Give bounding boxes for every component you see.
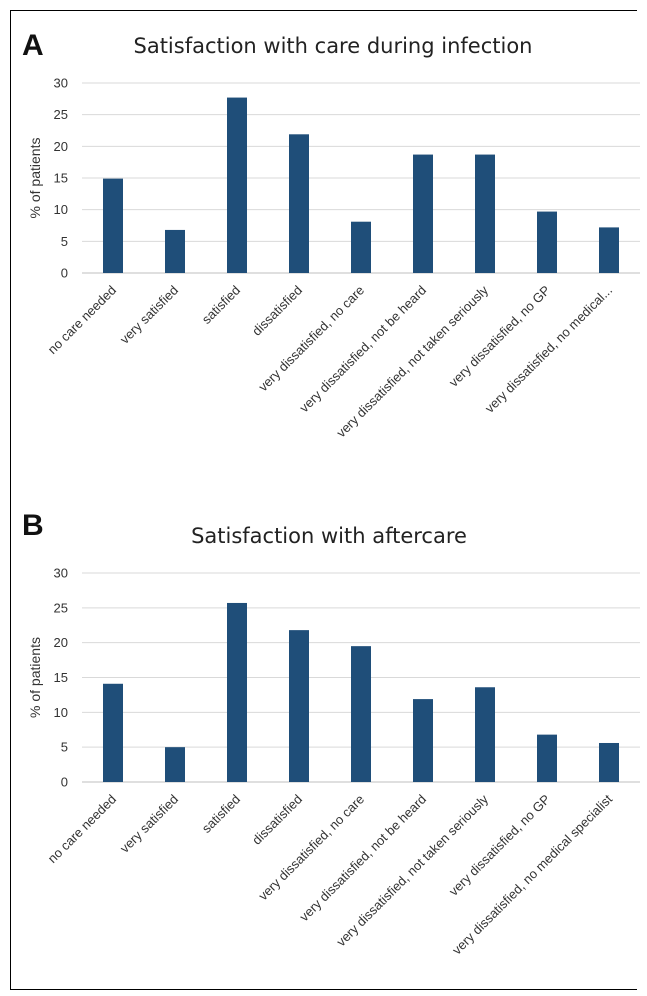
bar: [475, 687, 495, 782]
bar: [289, 134, 309, 273]
bar: [599, 742, 619, 782]
x-tick-label: no care needed: [45, 792, 120, 867]
panel-letter-a: A: [22, 29, 44, 62]
x-tick-label: very dissatisfied, no GP: [446, 792, 553, 899]
y-axis-label: % of patients: [27, 637, 43, 718]
x-tick-label: very dissatisfied, no care: [255, 283, 367, 395]
bar: [289, 630, 309, 782]
bar: [227, 97, 247, 273]
y-tick-label: 15: [54, 171, 68, 186]
y-tick-label: 25: [54, 107, 68, 122]
x-tick-label: very dissatisfied, not be heard: [296, 283, 429, 416]
x-tick-label: dissatisfied: [249, 792, 305, 848]
x-tick-label: very dissatisfied, no GP: [446, 283, 553, 390]
y-tick-label: 30: [54, 76, 68, 91]
x-tick-label: dissatisfied: [249, 283, 305, 339]
panel-letter-b: B: [22, 509, 44, 542]
y-tick-label: 20: [54, 635, 68, 650]
bar: [227, 602, 247, 782]
bar: [599, 227, 619, 273]
bar: [475, 154, 495, 273]
x-tick-label: no care needed: [45, 283, 120, 358]
x-tick-label: very dissatisfied, no care: [255, 792, 367, 904]
bar: [351, 646, 371, 782]
figure-frame: [10, 10, 637, 990]
y-tick-label: 0: [61, 266, 68, 281]
bar: [103, 683, 123, 782]
bar: [351, 221, 371, 273]
bar: [537, 211, 557, 273]
y-tick-label: 0: [61, 775, 68, 790]
bar: [103, 178, 123, 273]
y-tick-label: 5: [61, 740, 68, 755]
x-tick-label: satisfied: [199, 283, 243, 327]
y-tick-label: 5: [61, 234, 68, 249]
y-tick-label: 10: [54, 705, 68, 720]
y-tick-label: 30: [54, 566, 68, 581]
bar: [537, 734, 557, 782]
y-tick-label: 25: [54, 600, 68, 615]
y-tick-label: 10: [54, 202, 68, 217]
x-tick-label: very dissatisfied, not be heard: [296, 792, 429, 925]
x-tick-label: very dissatisfied, no medical...: [482, 283, 615, 416]
y-tick-label: 20: [54, 139, 68, 154]
chart-title: Satisfaction with aftercare: [191, 524, 467, 548]
y-tick-label: 15: [54, 670, 68, 685]
bar: [165, 229, 185, 273]
bar: [413, 699, 433, 782]
x-tick-label: very satisfied: [117, 792, 181, 856]
x-tick-label: very satisfied: [117, 283, 181, 347]
chart-title: Satisfaction with care during infection: [134, 34, 533, 58]
bar: [413, 154, 433, 273]
bar: [165, 747, 185, 782]
y-axis-label: % of patients: [27, 138, 43, 219]
x-tick-label: satisfied: [199, 792, 243, 836]
